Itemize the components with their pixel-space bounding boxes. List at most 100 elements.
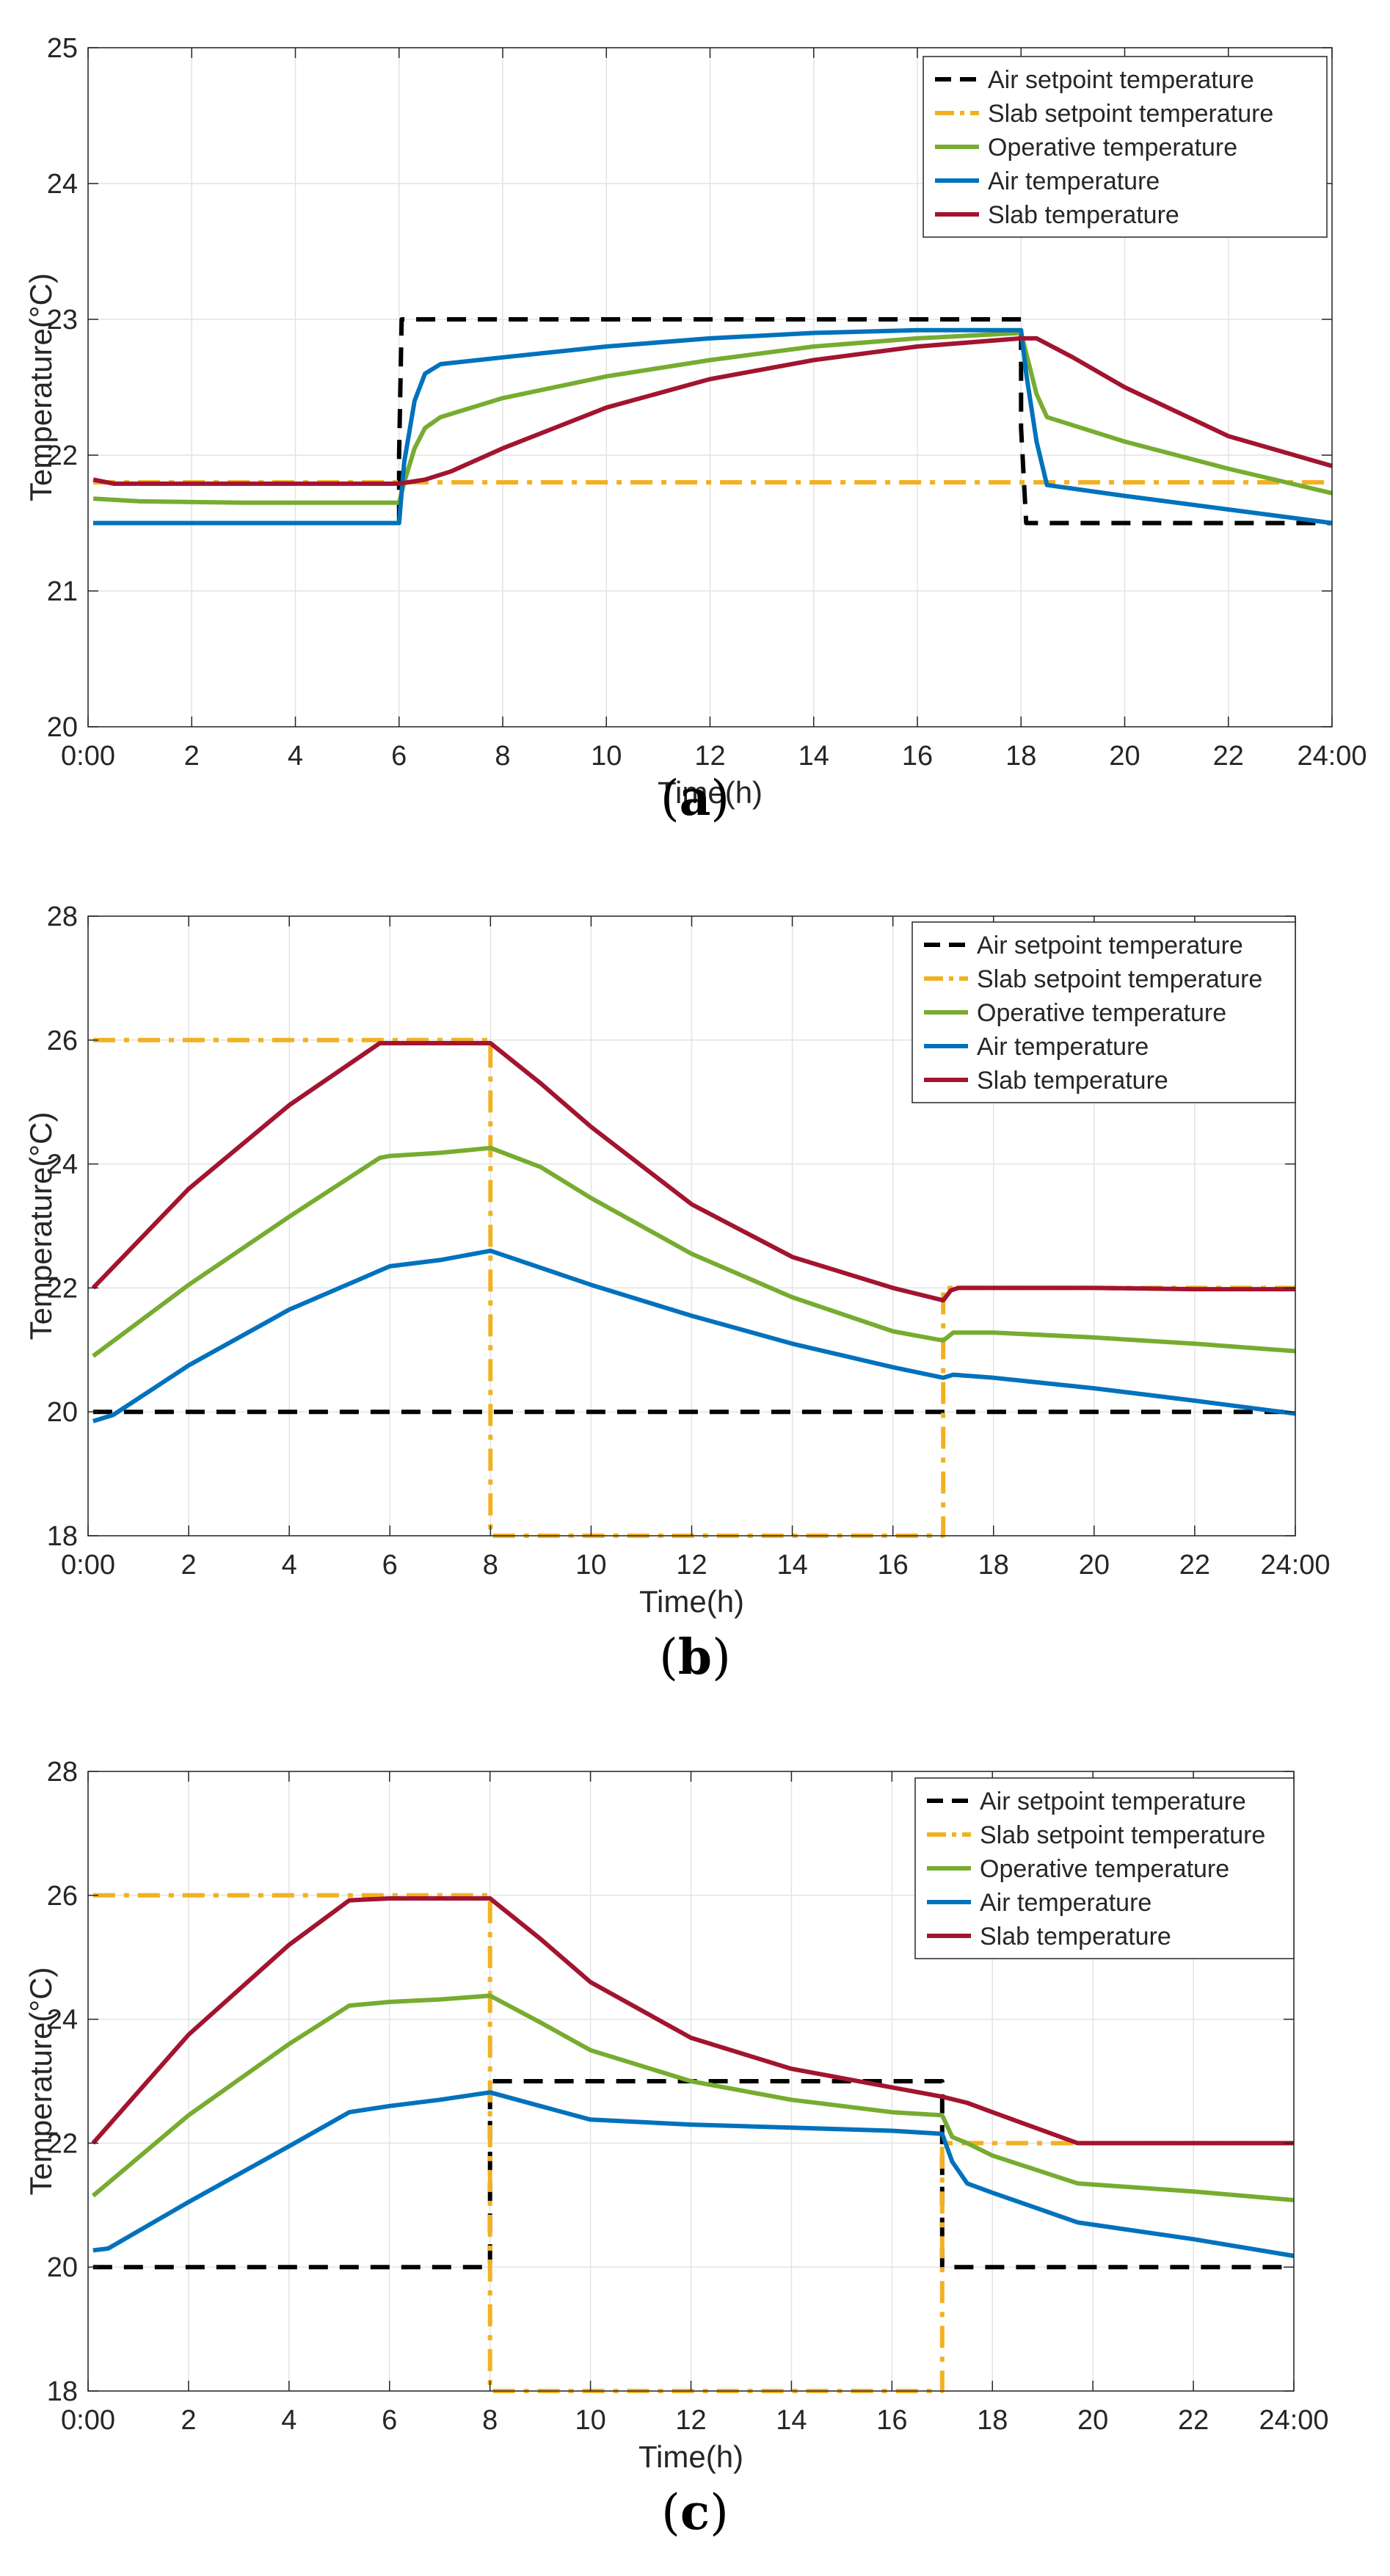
x-tick-label: 14 — [776, 2405, 807, 2436]
series-line-slab-temperature — [91, 1896, 1294, 2146]
legend-label: Slab setpoint temperature — [988, 100, 1273, 128]
x-tick-label: 22 — [1213, 741, 1244, 772]
x-tick-label: 0:00 — [61, 1550, 115, 1581]
legend-label: Air setpoint temperature — [988, 66, 1254, 94]
x-tick-label: 10 — [575, 1550, 606, 1581]
chart-panel-c: 0:00 2 4 6 8 10 12 14 16 18 20 22 24:00182022242628T… — [23, 1757, 1329, 2541]
legend-box — [911, 921, 1296, 1103]
y-tick-label: 24 — [47, 169, 78, 200]
x-tick-label: 6 — [391, 741, 407, 772]
x-tick-label: 14 — [776, 1550, 807, 1581]
x-tick-label: 10 — [575, 2405, 605, 2436]
x-tick-label: 12 — [694, 741, 725, 772]
x-tick-label: 22 — [1178, 2405, 1209, 2436]
y-tick-label: 28 — [47, 1757, 78, 1788]
x-tick-label: 0:00 — [61, 2405, 115, 2436]
legend-label: Slab setpoint temperature — [977, 965, 1262, 993]
x-tick-label: 8 — [483, 1550, 498, 1581]
x-tick-label: 24:00 — [1297, 741, 1367, 772]
y-tick-label: 20 — [47, 1397, 78, 1428]
series-line-slab-temperature — [91, 1041, 1295, 1303]
y-tick-label: 22 — [47, 1273, 78, 1304]
y-tick-label: 18 — [47, 2376, 78, 2407]
x-axis-label: Time(h) — [639, 1584, 744, 1619]
y-tick-label: 25 — [47, 33, 78, 64]
y-tick-label: 20 — [47, 712, 78, 743]
series-line-operative-temperature — [92, 1145, 1296, 1358]
y-tick-label: 24 — [47, 1150, 78, 1180]
x-tick-label: 4 — [288, 741, 303, 772]
x-tick-label: 16 — [876, 2405, 907, 2436]
x-tick-label: 4 — [281, 2405, 296, 2436]
x-tick-label: 6 — [382, 1550, 398, 1581]
legend-label: Air temperature — [977, 1033, 1149, 1061]
legend-label: Air setpoint temperature — [980, 1788, 1246, 1815]
legend-label: Operative temperature — [977, 999, 1226, 1027]
x-axis-label: Time(h) — [658, 775, 763, 810]
series-line-air-temperature — [92, 2090, 1295, 2258]
y-axis-label: Temperature(°C) — [23, 1112, 58, 1340]
legend: Air setpoint temperature Slab setpoint te… — [923, 56, 1328, 238]
y-tick-label: 20 — [47, 2252, 78, 2283]
x-tick-label: 10 — [591, 741, 622, 772]
x-tick-label: 14 — [798, 741, 829, 772]
x-tick-label: 24:00 — [1260, 1550, 1330, 1581]
x-tick-label: 20 — [1109, 741, 1140, 772]
panel-label: (c) — [661, 2484, 729, 2541]
x-tick-label: 0:00 — [61, 741, 115, 772]
legend-label: Operative temperature — [980, 1855, 1229, 1883]
x-tick-label: 16 — [902, 741, 933, 772]
legend-label: Operative temperature — [988, 134, 1237, 162]
legend-label: Air setpoint temperature — [977, 932, 1243, 959]
panel-label: (b) — [659, 1628, 731, 1686]
series-line-slab-temperature — [92, 335, 1333, 486]
x-tick-label: 6 — [382, 2405, 397, 2436]
panel-label: (a) — [661, 769, 729, 827]
series-line-air-setpoint-temperature — [92, 2079, 1294, 2270]
legend: Air setpoint temperature Slab setpoint te… — [914, 1777, 1295, 1959]
legend-box — [914, 1777, 1295, 1959]
y-tick-label: 28 — [47, 901, 78, 932]
x-tick-label: 2 — [184, 741, 200, 772]
y-tick-label: 18 — [47, 1521, 78, 1552]
x-tick-label: 20 — [1079, 1550, 1110, 1581]
x-tick-label: 2 — [181, 2405, 196, 2436]
series-line-operative-temperature — [91, 1993, 1295, 2202]
x-tick-label: 18 — [977, 2405, 1008, 2436]
x-tick-label: 4 — [282, 1550, 297, 1581]
x-tick-label: 8 — [495, 741, 510, 772]
legend-label: Air temperature — [980, 1889, 1151, 1917]
y-tick-label: 21 — [47, 576, 78, 607]
x-tick-label: 24:00 — [1259, 2405, 1328, 2436]
y-tick-label: 22 — [47, 440, 78, 471]
series-line-air-temperature — [93, 327, 1333, 526]
x-tick-label: 20 — [1077, 2405, 1108, 2436]
chart-panel-a: 0:00 2 4 6 8 10 12 14 16 18 20 22 24:00202122232425T… — [23, 33, 1367, 827]
legend-label: Air temperature — [988, 167, 1160, 195]
x-tick-label: 18 — [978, 1550, 1009, 1581]
y-tick-label: 26 — [47, 1881, 78, 1912]
x-tick-label: 2 — [181, 1550, 197, 1581]
x-tick-label: 12 — [676, 1550, 707, 1581]
x-tick-label: 18 — [1005, 741, 1036, 772]
x-tick-label: 12 — [675, 2405, 706, 2436]
x-tick-label: 22 — [1179, 1550, 1210, 1581]
legend-box — [923, 56, 1328, 238]
y-axis-label: Temperature(°C) — [23, 273, 58, 501]
legend-label: Slab temperature — [988, 201, 1179, 229]
y-tick-label: 23 — [47, 305, 78, 335]
x-tick-label: 8 — [482, 2405, 498, 2436]
y-tick-label: 24 — [47, 2005, 78, 2036]
chart-panel-b: 0:00 2 4 6 8 10 12 14 16 18 20 22 24:00182022242628T… — [23, 901, 1331, 1686]
legend-label: Slab temperature — [980, 1923, 1171, 1951]
series-line-air-temperature — [92, 1248, 1296, 1423]
y-tick-label: 26 — [47, 1026, 78, 1056]
y-tick-label: 22 — [47, 2128, 78, 2159]
series-line-slab-setpoint-temperature — [92, 1893, 1294, 2393]
legend-label: Slab setpoint temperature — [980, 1821, 1265, 1849]
legend-label: Slab temperature — [977, 1067, 1168, 1095]
x-tick-label: 16 — [878, 1550, 909, 1581]
x-axis-label: Time(h) — [638, 2439, 743, 2474]
legend: Air setpoint temperature Slab setpoint te… — [911, 921, 1296, 1103]
